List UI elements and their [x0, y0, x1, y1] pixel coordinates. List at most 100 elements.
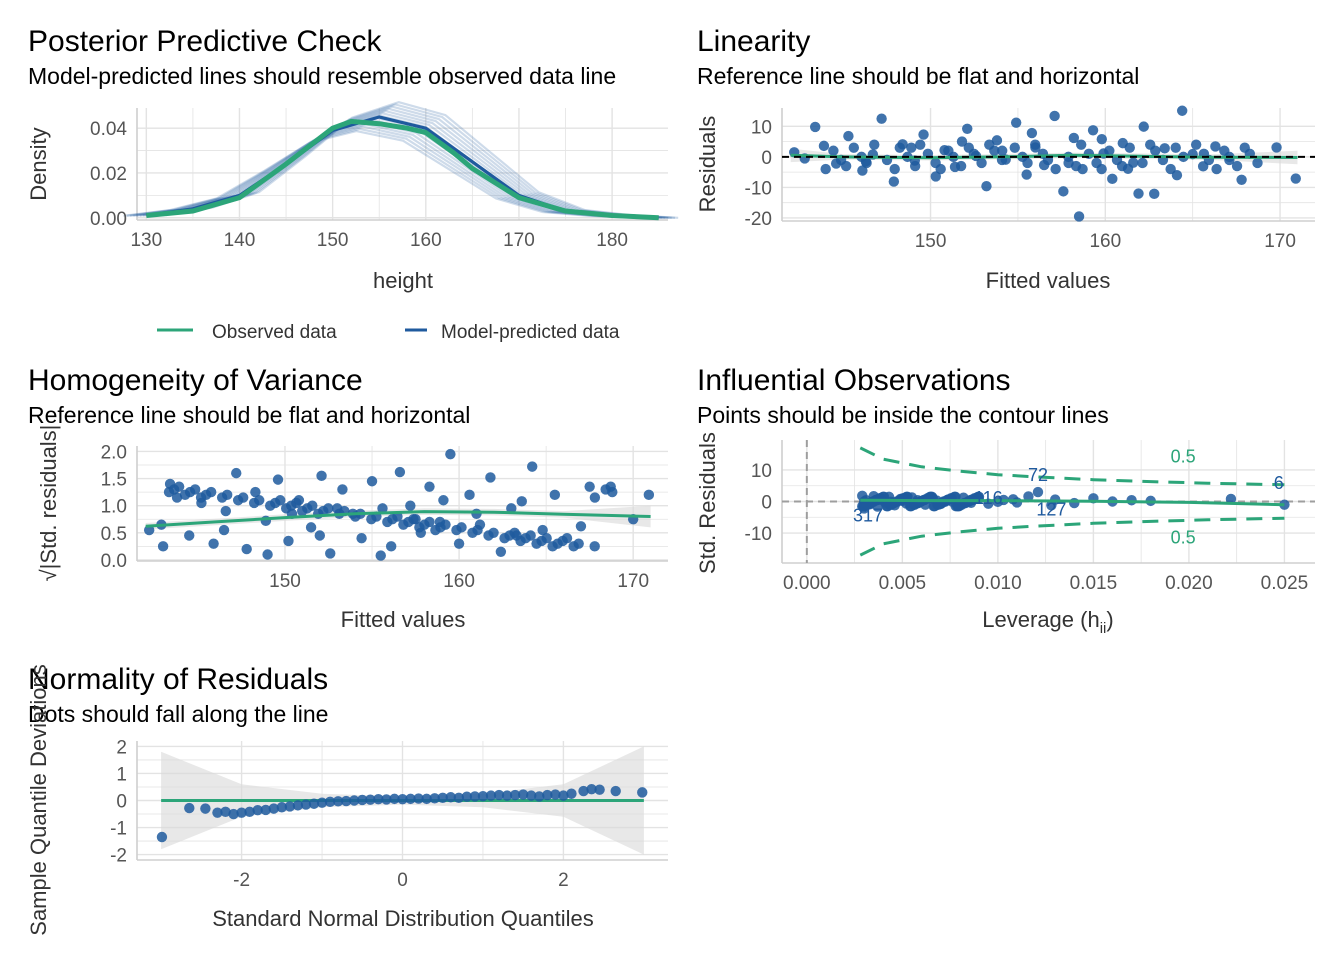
linearity-point	[1236, 174, 1247, 185]
linearity-x-tick: 150	[915, 231, 947, 252]
homogeneity-point	[281, 503, 292, 514]
homogeneity-point	[515, 535, 526, 547]
homogeneity-point	[262, 549, 273, 560]
cook-contour-lower	[859, 516, 1285, 557]
normality-point	[397, 793, 408, 805]
ppc-x-tick: 140	[224, 230, 256, 251]
observed-data-line	[146, 118, 659, 221]
linearity-point	[1010, 117, 1022, 128]
linearity-marks	[782, 105, 1315, 222]
homogeneity-y-tick-labels: 2.0 1.5 1.0 0.5 0.0	[101, 442, 127, 571]
influence-point-label: 317	[853, 505, 883, 525]
influence-point	[1069, 497, 1080, 509]
linearity-point	[1091, 157, 1102, 169]
normality-point	[340, 795, 352, 807]
normality-point	[526, 790, 537, 801]
homogeneity-point	[171, 492, 183, 503]
normality-point	[357, 794, 368, 806]
ppc-grid	[136, 108, 668, 221]
normality-point	[365, 794, 376, 805]
ppc-marks	[123, 101, 679, 221]
homogeneity-point	[366, 514, 377, 525]
homogeneity-point	[283, 535, 294, 547]
cook-contour-label-lower: 0.5	[1171, 527, 1196, 547]
influence-x-tick: 0.005	[879, 573, 927, 594]
normality-point	[300, 799, 312, 810]
influence-point	[1225, 493, 1237, 505]
influence-point-label: 116	[974, 488, 1003, 508]
linearity-point	[848, 142, 860, 153]
normality-y-tick-labels: 2 1 0 -1 -2	[110, 737, 127, 866]
linearity-point	[1190, 139, 1202, 150]
homogeneity-point	[337, 484, 348, 495]
ppc-y-tick: 0.04	[90, 119, 127, 140]
homogeneity-point	[438, 495, 449, 506]
normality-point	[373, 793, 384, 805]
linearity-x-tick-labels: 150 160 170	[915, 231, 1296, 252]
ppc-x-tick: 160	[410, 230, 442, 251]
normality-point	[445, 792, 456, 803]
panel-normality-of-residuals: Normality of Residuals Dots should fall …	[26, 663, 668, 936]
normality-point	[228, 808, 239, 820]
normality-point	[461, 791, 473, 802]
normality-point	[413, 793, 424, 804]
homogeneity-title: Homogeneity of Variance	[28, 364, 363, 397]
normality-point	[276, 802, 288, 813]
linearity-point	[1165, 163, 1176, 175]
linearity-point	[976, 157, 987, 169]
homogeneity-point	[179, 489, 191, 501]
normality-point	[389, 793, 400, 805]
linearity-point	[1070, 160, 1082, 172]
homogeneity-point	[485, 472, 496, 483]
linearity-point	[1075, 139, 1087, 150]
homogeneity-y-tick: 1.0	[101, 497, 127, 518]
homogeneity-point	[314, 530, 326, 541]
influence-y-axis-label: Std. Residuals	[695, 432, 720, 574]
normality-point	[156, 831, 168, 843]
homogeneity-y-tick: 1.5	[101, 470, 127, 491]
normality-point	[316, 797, 328, 808]
influence-y-tick: -10	[745, 524, 772, 545]
homogeneity-subtitle: Reference line should be flat and horizo…	[28, 402, 470, 428]
influence-x-tick-labels: 0.000 0.005 0.010 0.015 0.020 0.025	[783, 573, 1308, 594]
homogeneity-point	[264, 500, 276, 511]
linearity-point	[963, 142, 975, 153]
homogeneity-point	[453, 538, 465, 549]
ppc-y-tick: 0.02	[90, 164, 127, 185]
homogeneity-point	[163, 486, 175, 498]
homogeneity-y-axis-label: √|Std. residuals|	[36, 425, 61, 582]
normality-y-axis-label: Sample Quantile Deviations	[26, 664, 51, 935]
normality-x-tick-labels: -2 0 2	[233, 870, 569, 891]
linearity-x-tick: 160	[1089, 231, 1121, 252]
model-predicted-line	[133, 123, 646, 219]
linearity-point	[1137, 157, 1148, 169]
normality-point	[550, 789, 561, 800]
linearity-point	[984, 139, 995, 150]
cook-contour-upper	[859, 446, 1285, 487]
linearity-point	[1058, 186, 1069, 197]
homogeneity-point	[325, 548, 336, 559]
influence-y-tick: 10	[751, 461, 772, 482]
linearity-y-tick: 10	[751, 117, 772, 138]
homogeneity-point	[382, 516, 393, 528]
normality-point	[252, 805, 263, 816]
normality-y-tick: -1	[110, 819, 127, 840]
linearity-subtitle: Reference line should be flat and horizo…	[697, 63, 1139, 89]
homogeneity-x-tick: 150	[269, 571, 301, 592]
homogeneity-point	[589, 541, 600, 552]
homogeneity-point	[643, 489, 655, 501]
influence-point	[1023, 491, 1034, 502]
homogeneity-point	[385, 541, 397, 552]
normality-point	[485, 790, 497, 801]
influence-x-tick: 0.010	[974, 573, 1022, 594]
linearity-title: Linearity	[697, 25, 810, 58]
normality-point	[332, 796, 344, 807]
linearity-point	[1231, 160, 1243, 172]
normality-point	[509, 789, 521, 801]
linearity-point	[1021, 169, 1032, 180]
linearity-point	[915, 139, 926, 150]
homogeneity-point	[584, 481, 595, 492]
linearity-point	[930, 171, 941, 182]
linearity-point	[1211, 163, 1222, 175]
